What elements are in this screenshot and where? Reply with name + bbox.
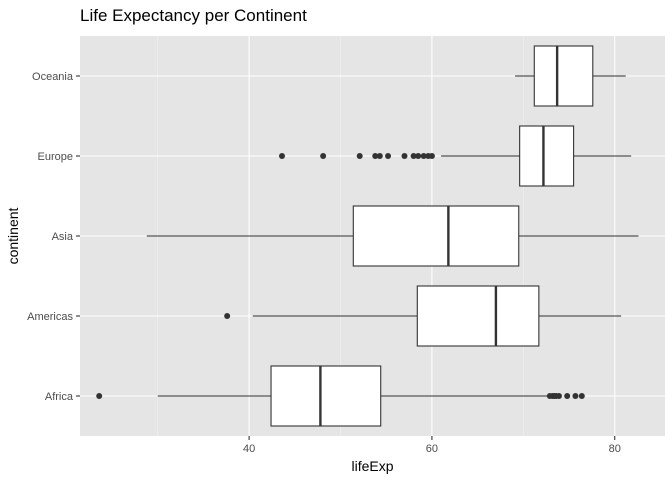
boxes (96, 45, 639, 427)
axes: Africa Americas Asia Europe Oceania 40 60 80 (27, 71, 621, 455)
outlier-point (401, 153, 408, 159)
outlier-point (96, 393, 103, 399)
y-tick-label: Americas (27, 311, 73, 323)
y-tick-label: Africa (45, 391, 74, 403)
outlier-point (428, 153, 435, 159)
outlier-point (224, 313, 231, 319)
x-tick-label: 80 (609, 443, 621, 455)
iqr-box (270, 365, 382, 427)
box-asia (146, 205, 639, 267)
outlier-point (320, 153, 327, 159)
outlier-point (356, 153, 363, 159)
outlier-point (279, 153, 286, 159)
iqr-box (352, 205, 520, 267)
outlier-point (555, 393, 562, 399)
box-africa (96, 365, 585, 427)
outlier-point (420, 153, 427, 159)
y-tick-label: Asia (52, 231, 74, 243)
outlier-point (385, 153, 392, 159)
box-americas (224, 285, 622, 347)
chart-title: Life Expectancy per Continent (80, 6, 307, 25)
outlier-point (372, 153, 379, 159)
iqr-box (533, 45, 594, 107)
x-tick-label: 40 (243, 443, 255, 455)
iqr-box (416, 285, 540, 347)
x-axis-title: lifeExp (351, 458, 393, 474)
box-europe (279, 125, 632, 187)
outlier-point (578, 393, 585, 399)
iqr-box (519, 125, 575, 187)
x-tick-label: 60 (426, 443, 438, 455)
box-oceania (515, 45, 626, 107)
y-tick-label: Oceania (32, 71, 74, 83)
outlier-point (415, 153, 422, 159)
y-axis-title: continent (5, 207, 21, 264)
outlier-point (572, 393, 579, 399)
outlier-point (376, 153, 383, 159)
y-tick-label: Europe (38, 151, 73, 163)
outlier-point (410, 153, 417, 159)
outlier-point (564, 393, 571, 399)
